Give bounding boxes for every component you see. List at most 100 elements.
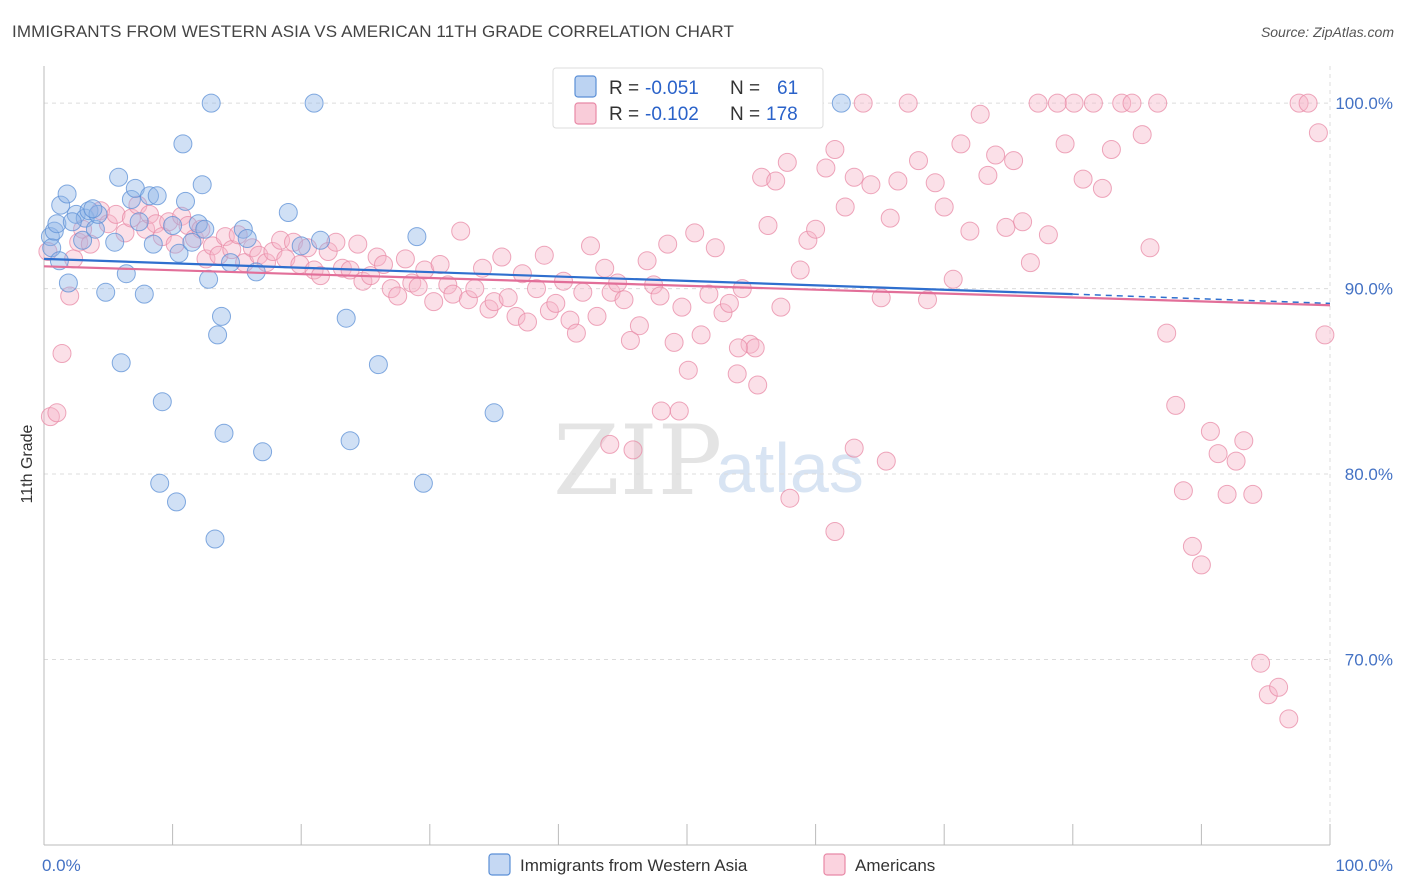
- point-0-39: [208, 325, 228, 345]
- legend-box: R = -0.051 N = 61 R = -0.102 N = 178: [552, 67, 824, 129]
- point-0-28: [169, 243, 189, 263]
- point-1-53: [388, 286, 408, 306]
- point-0-52: [340, 431, 360, 451]
- point-0-15: [109, 167, 129, 187]
- point-0-41: [214, 423, 234, 443]
- point-1-33: [249, 245, 269, 265]
- point-1-152: [1148, 93, 1168, 113]
- point-1-167: [1279, 709, 1299, 729]
- point-0-16: [111, 353, 131, 373]
- chart-title: IMMIGRANTS FROM WESTERN ASIA VS AMERICAN…: [12, 22, 734, 41]
- point-0-24: [147, 186, 167, 206]
- point-1-20: [165, 234, 185, 254]
- point-1-91: [650, 286, 670, 306]
- point-0-11: [85, 219, 105, 239]
- point-1-74: [534, 245, 554, 265]
- bottom-legend-label-blue: Immigrants from Western Asia: [520, 856, 748, 875]
- point-0-8: [73, 230, 93, 250]
- point-1-0: [38, 242, 58, 261]
- point-1-58: [424, 292, 444, 312]
- point-1-156: [1182, 536, 1202, 556]
- point-1-105: [745, 338, 765, 358]
- point-0-47: [278, 203, 298, 222]
- point-1-177: [623, 440, 643, 460]
- point-1-97: [691, 325, 711, 345]
- point-0-13: [96, 282, 116, 302]
- bottom-legend: Immigrants from Western Asia Americans: [488, 853, 935, 876]
- point-1-106: [752, 167, 772, 187]
- point-1-160: [1217, 484, 1237, 504]
- point-1-157: [1191, 555, 1211, 575]
- trend-lines: [43, 257, 1331, 307]
- trend-line-extension-0: [1072, 293, 1331, 305]
- point-1-15: [136, 219, 156, 239]
- point-0-25: [152, 392, 172, 412]
- point-1-119: [853, 93, 873, 113]
- point-1-68: [492, 247, 512, 267]
- point-1-93: [664, 332, 684, 352]
- point-1-143: [1064, 93, 1084, 113]
- point-1-175: [876, 451, 896, 471]
- point-1-96: [685, 223, 705, 243]
- point-1-63: [458, 290, 478, 310]
- point-1-99: [705, 238, 725, 258]
- point-0-44: [237, 229, 257, 248]
- point-0-34: [195, 219, 215, 239]
- point-1-162: [1234, 431, 1254, 451]
- legend-r-value-2: -0.102: [645, 104, 699, 125]
- point-1-64: [465, 279, 485, 299]
- point-1-109: [771, 297, 791, 317]
- legend-r-label-2: R =: [609, 104, 639, 125]
- point-1-3: [52, 344, 72, 363]
- point-0-3: [47, 214, 67, 234]
- point-1-122: [880, 208, 900, 228]
- point-0-4: [51, 195, 71, 215]
- point-1-113: [798, 230, 818, 250]
- point-1-140: [1038, 225, 1058, 245]
- point-1-117: [835, 197, 855, 217]
- point-1-139: [1028, 93, 1048, 113]
- x-tick-labels: 0.0% 100.0%: [42, 856, 1393, 875]
- point-0-36: [199, 269, 219, 289]
- point-1-161: [1226, 451, 1246, 471]
- point-1-19: [159, 212, 179, 232]
- point-1-136: [1004, 151, 1024, 171]
- point-1-169: [1298, 93, 1318, 113]
- legend-swatch-blue: [574, 75, 597, 98]
- point-1-166: [1269, 677, 1289, 697]
- point-1-112: [790, 260, 810, 280]
- point-1-141: [1047, 93, 1067, 113]
- point-0-29: [167, 492, 186, 512]
- point-0-14: [105, 232, 125, 252]
- point-1-102: [727, 364, 747, 384]
- point-0-18: [121, 190, 141, 209]
- point-1-153: [1157, 323, 1177, 343]
- point-1-51: [374, 255, 393, 274]
- point-0-53: [368, 355, 388, 375]
- point-1-73: [527, 279, 546, 299]
- point-1-94: [672, 297, 692, 317]
- point-1-62: [451, 221, 471, 241]
- point-0-56: [484, 403, 504, 423]
- point-1-50: [367, 247, 387, 267]
- point-1-138: [1020, 253, 1040, 273]
- trend-line-0: [43, 257, 1073, 296]
- point-1-145: [1083, 93, 1103, 113]
- point-1-146: [1092, 178, 1112, 198]
- point-0-37: [201, 93, 221, 113]
- legend-n-label-2: N =: [730, 104, 760, 125]
- point-1-79: [566, 323, 586, 343]
- point-1-131: [960, 221, 980, 241]
- bottom-legend-swatch-pink: [823, 853, 846, 876]
- point-1-81: [581, 236, 600, 256]
- point-0-42: [221, 253, 240, 273]
- point-1-159: [1208, 444, 1228, 464]
- point-1-149: [1122, 93, 1142, 113]
- point-1-101: [719, 293, 739, 313]
- point-1-24: [191, 219, 211, 239]
- point-1-137: [1013, 212, 1033, 232]
- point-1-98: [699, 284, 719, 304]
- point-1-87: [620, 331, 640, 350]
- point-0-32: [182, 232, 202, 252]
